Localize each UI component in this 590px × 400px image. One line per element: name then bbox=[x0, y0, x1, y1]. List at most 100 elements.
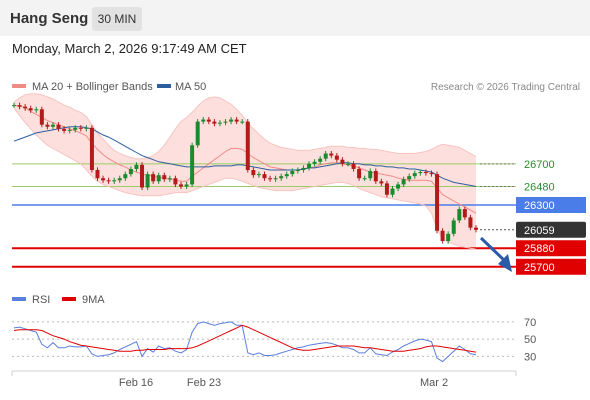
current-price-badge bbox=[516, 221, 586, 238]
candle-body bbox=[462, 209, 467, 218]
candle-body bbox=[373, 171, 378, 182]
candle-body bbox=[435, 174, 440, 231]
x-tick-label: Feb 23 bbox=[187, 377, 221, 389]
pivot-badge bbox=[516, 197, 586, 213]
x-tick-label: Mar 2 bbox=[420, 377, 448, 389]
candle-body bbox=[95, 170, 100, 179]
candle-body bbox=[407, 176, 412, 180]
candle-body bbox=[28, 108, 33, 111]
candle-body bbox=[312, 161, 317, 164]
rsi-legend-label: RSI bbox=[32, 294, 50, 306]
candle-body bbox=[451, 220, 456, 234]
candle-body bbox=[167, 178, 172, 180]
candle-body bbox=[23, 106, 28, 109]
candle-body bbox=[56, 124, 61, 129]
candle-body bbox=[440, 230, 445, 242]
support-badge-25880 bbox=[516, 240, 586, 257]
candle-body bbox=[340, 159, 345, 164]
candle-body bbox=[262, 174, 267, 179]
candle-body bbox=[156, 175, 161, 182]
candle-body bbox=[162, 175, 167, 180]
candle-body bbox=[474, 227, 478, 230]
bollinger-lower-line bbox=[13, 107, 477, 250]
candle-body bbox=[362, 178, 367, 180]
candle-body bbox=[234, 119, 239, 122]
candle-body bbox=[412, 173, 417, 177]
bollinger-upper-line bbox=[13, 93, 477, 160]
candle-body bbox=[279, 176, 284, 179]
candle-body bbox=[190, 145, 195, 185]
resistance-label-26480: 26480 bbox=[524, 181, 555, 193]
candle-body bbox=[268, 178, 273, 180]
candle-body bbox=[173, 178, 178, 185]
candle-body bbox=[418, 172, 423, 174]
candle-body bbox=[345, 163, 350, 165]
candle-body bbox=[295, 170, 300, 172]
level-labels-layer: 26700 26480 26300 26059 25880 25700 bbox=[516, 159, 586, 275]
candle-body bbox=[240, 121, 245, 123]
candle-body bbox=[323, 153, 328, 159]
candle-body bbox=[101, 178, 106, 181]
candle-body bbox=[401, 179, 406, 185]
candle-body bbox=[318, 158, 323, 162]
resistance-label-26700: 26700 bbox=[524, 159, 555, 171]
candle-body bbox=[89, 127, 94, 170]
credit-label: Research © 2026 Trading Central bbox=[431, 82, 580, 93]
candle-body bbox=[290, 171, 295, 175]
bollinger-band-layer bbox=[14, 93, 476, 250]
candle-body bbox=[39, 109, 44, 125]
candle-body bbox=[50, 124, 55, 127]
x-ticks-layer: Feb 16 Feb 23 Mar 2 bbox=[119, 377, 448, 389]
datetime-label: Monday, March 2, 2026 9:17:49 AM CET bbox=[12, 41, 247, 56]
candle-body bbox=[329, 153, 334, 156]
candle-body bbox=[62, 128, 67, 131]
ma9-legend-swatch bbox=[62, 297, 76, 301]
candle-body bbox=[334, 155, 339, 160]
candle-body bbox=[145, 174, 150, 188]
candle-body bbox=[284, 174, 289, 177]
candle-body bbox=[357, 168, 362, 179]
rsi-line bbox=[13, 321, 477, 363]
candle-body bbox=[206, 119, 211, 122]
candle-body bbox=[396, 184, 401, 189]
bollinger-band-area bbox=[14, 93, 476, 250]
candle-body bbox=[273, 178, 278, 180]
candle-body bbox=[468, 217, 473, 228]
candle-body bbox=[134, 164, 139, 169]
support-label-25700: 25700 bbox=[524, 262, 555, 274]
ma9-legend-label: 9MA bbox=[82, 294, 105, 306]
ma50-legend-swatch bbox=[157, 84, 171, 88]
x-tick-label: Feb 16 bbox=[119, 377, 153, 389]
rsi-legend-swatch bbox=[12, 297, 26, 301]
candle-body bbox=[429, 173, 434, 175]
timeframe-button[interactable]: 30 MIN bbox=[92, 7, 142, 31]
candles-layer bbox=[12, 102, 478, 244]
candle-body bbox=[307, 163, 312, 168]
candle-body bbox=[201, 119, 206, 122]
candle-body bbox=[457, 209, 462, 221]
candle-body bbox=[128, 168, 133, 175]
candle-body bbox=[195, 121, 200, 146]
candle-body bbox=[123, 174, 128, 179]
candle-body bbox=[12, 105, 16, 107]
ma50-legend-label: MA 50 bbox=[175, 81, 206, 93]
candle-body bbox=[117, 178, 122, 181]
rsi-ma9-line bbox=[13, 324, 477, 353]
candle-body bbox=[223, 121, 228, 123]
rsi-tick-label-50: 50 bbox=[524, 334, 536, 346]
current-price-label: 26059 bbox=[524, 225, 555, 237]
candle-body bbox=[17, 105, 22, 107]
rsi-tick-label-70: 70 bbox=[524, 317, 536, 329]
level-lines-layer bbox=[12, 163, 516, 268]
candle-body bbox=[45, 124, 50, 127]
candle-body bbox=[390, 188, 395, 195]
bollinger-legend-swatch bbox=[12, 84, 26, 88]
candle-body bbox=[151, 174, 156, 182]
candle-body bbox=[184, 184, 189, 187]
support-badge-25700 bbox=[516, 258, 586, 275]
candle-body bbox=[106, 180, 111, 182]
candle-body bbox=[423, 172, 428, 174]
candle-body bbox=[178, 184, 183, 187]
bollinger-legend-label: MA 20 + Bollinger Bands bbox=[32, 81, 153, 93]
candle-body bbox=[212, 121, 217, 124]
